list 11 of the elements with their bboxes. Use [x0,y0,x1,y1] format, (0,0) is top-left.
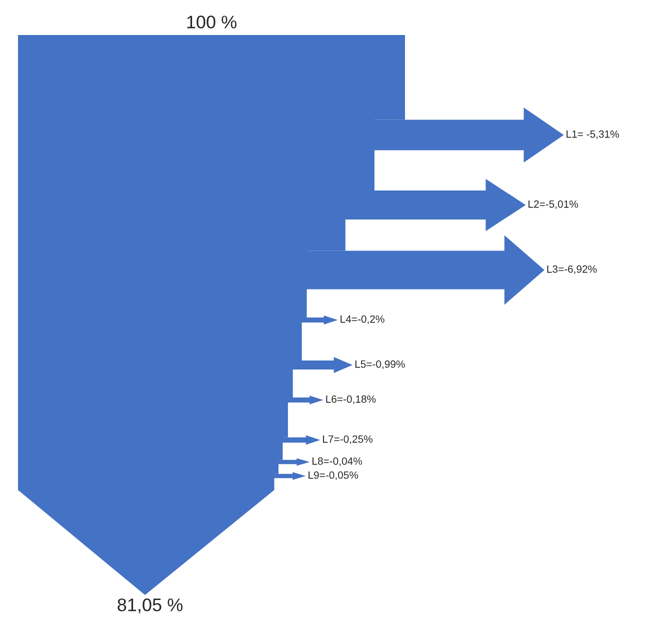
data-label: L1= -5,31% [566,130,619,140]
data-label: L2=-5,01% [528,200,578,210]
data-label: L5=-0,99% [355,360,405,370]
text: 100 % [187,16,236,28]
data-label: L3=-6,92% [547,265,597,274]
data-label: L8=-0,04% [312,457,362,466]
data-label: L7=-0,25% [323,435,373,444]
text: 81,05 % [118,598,182,614]
data-label: L4=-0,2% [340,315,384,324]
data-label: L6=-0,18% [326,395,376,404]
data-label: L9=-0,05% [308,471,358,480]
